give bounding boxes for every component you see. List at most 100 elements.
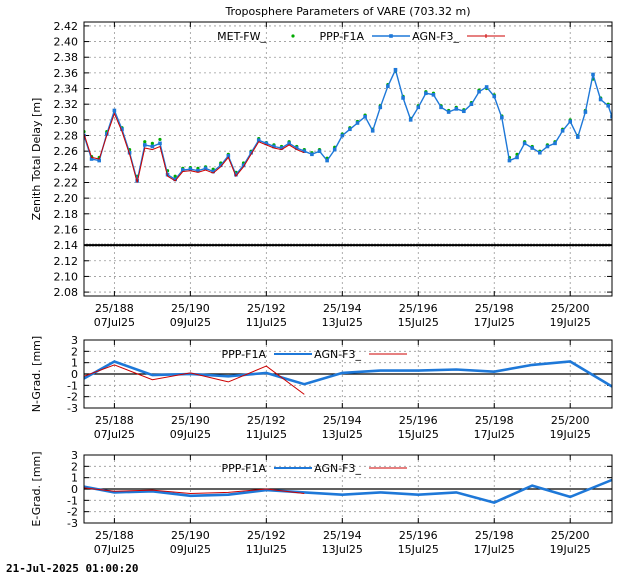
- tick-label-y: 0: [71, 483, 78, 496]
- tick-label-doy: 25/188: [95, 302, 134, 315]
- tick-label-y: 2.32: [54, 98, 79, 111]
- tick-label-y: 2.20: [54, 192, 79, 205]
- tick-label-y: -2: [67, 506, 78, 519]
- tick-label-date: 07Jul25: [94, 428, 135, 441]
- data-point-ppp: [302, 149, 307, 153]
- legend-label: PPP-F1A: [222, 462, 267, 475]
- tick-label-y: 2.38: [54, 51, 79, 64]
- tick-label-doy: 25/196: [399, 302, 438, 315]
- tick-label-y: -1: [67, 494, 78, 507]
- data-point-ppp: [97, 158, 101, 163]
- data-point-ppp: [317, 149, 322, 153]
- tick-label-y: 3: [71, 449, 78, 462]
- legend-label: AGN-F3_: [412, 30, 459, 43]
- data-point-ppp: [606, 103, 611, 108]
- data-point-met: [158, 137, 162, 142]
- tick-label-y: 1: [71, 357, 78, 370]
- data-point-ppp: [325, 158, 329, 163]
- data-point-ppp: [439, 105, 443, 110]
- data-point-ppp: [416, 105, 421, 110]
- series-agn-f3-line: [84, 364, 305, 395]
- data-point-ppp: [188, 167, 193, 171]
- data-point-ppp: [363, 114, 367, 119]
- tick-label-date: 17Jul25: [474, 316, 515, 329]
- data-point-ppp: [610, 114, 612, 119]
- tick-label-date: 09Jul25: [170, 428, 211, 441]
- tick-label-date: 19Jul25: [550, 316, 591, 329]
- data-point-met: [150, 141, 154, 145]
- data-point-ppp: [492, 94, 497, 99]
- series-ppp-f1a-line: [84, 478, 612, 504]
- data-point-ppp: [332, 147, 337, 152]
- series-group: [84, 478, 612, 504]
- tick-label-doy: 25/200: [551, 302, 590, 315]
- data-point-ppp: [545, 144, 550, 149]
- series-ppp-f1a-line: [84, 67, 612, 182]
- data-point-ppp: [408, 118, 413, 122]
- data-point-ppp: [477, 89, 481, 94]
- data-point-ppp: [294, 146, 299, 150]
- tick-label-y: 2: [71, 345, 78, 358]
- data-point-ppp: [279, 146, 284, 150]
- data-point-ppp: [150, 144, 155, 149]
- data-point-ppp: [104, 132, 109, 136]
- data-point-ppp: [348, 127, 352, 132]
- data-point-ppp: [378, 105, 383, 110]
- data-point-ppp: [234, 172, 238, 177]
- data-point-ppp: [553, 141, 557, 146]
- tick-label-y: -2: [67, 391, 78, 404]
- tick-label-y: 2: [71, 460, 78, 473]
- data-point-ppp: [522, 141, 527, 146]
- data-point-ppp: [310, 152, 314, 157]
- tick-label-y: 1: [71, 472, 78, 485]
- tick-label-date: 09Jul25: [170, 543, 211, 556]
- data-point-ppp: [538, 150, 542, 155]
- data-point-ppp: [386, 84, 390, 88]
- data-point-ppp: [568, 119, 573, 124]
- tick-label-doy: 25/188: [95, 529, 134, 542]
- legend-label: PPP-F1A: [320, 30, 365, 43]
- tick-label-date: 13Jul25: [322, 543, 363, 556]
- footer-timestamp: 21-Jul-2025 01:00:20: [6, 562, 139, 575]
- data-point-ppp: [583, 110, 588, 114]
- data-point-ppp: [256, 138, 261, 143]
- data-point-met: [173, 174, 177, 178]
- data-point-ppp: [454, 107, 459, 111]
- tick-label-y: 2.22: [54, 176, 79, 189]
- tick-label-doy: 25/196: [399, 529, 438, 542]
- tick-label-doy: 25/190: [171, 414, 210, 427]
- tick-label-doy: 25/190: [171, 529, 210, 542]
- legend-marker-ppp: [389, 34, 393, 38]
- tick-label-y: 2.36: [54, 67, 79, 80]
- data-point-ppp: [89, 157, 94, 161]
- tick-label-doy: 25/200: [551, 529, 590, 542]
- series-ppp-f1a-line: [84, 360, 612, 388]
- data-point-ppp: [530, 146, 535, 150]
- data-point-ppp: [431, 93, 436, 97]
- tick-label-date: 11Jul25: [246, 316, 287, 329]
- data-point-ppp: [226, 154, 231, 158]
- data-point-ppp: [355, 121, 360, 125]
- data-point-ppp: [249, 150, 253, 155]
- tick-label-doy: 25/190: [171, 302, 210, 315]
- axis-label-y: Zenith Total Delay [m]: [30, 98, 43, 221]
- series-group: [84, 360, 612, 395]
- tick-label-y: 2.42: [54, 20, 79, 33]
- data-point-ppp: [507, 158, 512, 163]
- tick-label-y: 0: [71, 368, 78, 381]
- tick-label-y: 2.30: [54, 114, 79, 127]
- tick-label-y: -3: [67, 517, 78, 530]
- data-point-ppp: [112, 108, 117, 113]
- series-agn-f3-line: [84, 112, 305, 183]
- tick-label-doy: 25/194: [323, 529, 362, 542]
- tick-label-date: 11Jul25: [246, 543, 287, 556]
- tick-label-date: 13Jul25: [322, 428, 363, 441]
- tick-label-doy: 25/198: [475, 529, 514, 542]
- tick-label-date: 19Jul25: [550, 543, 591, 556]
- tick-label-y: 2.28: [54, 130, 79, 143]
- tick-label-y: 2.08: [54, 286, 79, 299]
- tick-label-y: 2.16: [54, 223, 79, 236]
- tick-label-doy: 25/196: [399, 414, 438, 427]
